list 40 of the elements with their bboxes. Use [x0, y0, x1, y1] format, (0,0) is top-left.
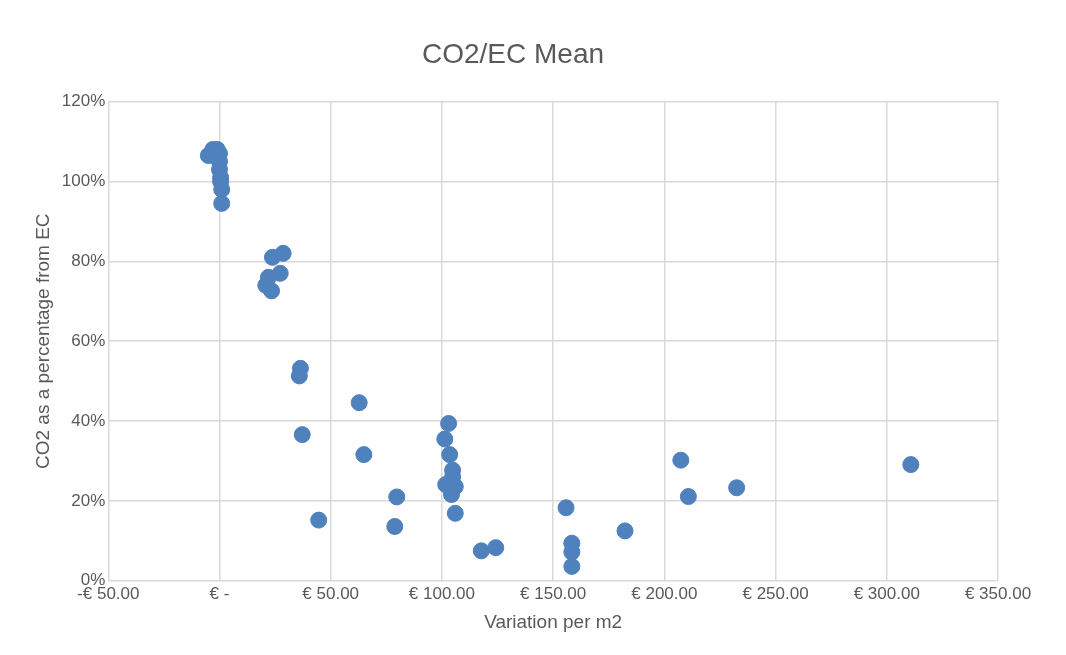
point — [472, 542, 490, 560]
point — [728, 479, 746, 497]
x-tick-label: € 250.00 — [742, 583, 809, 603]
point — [563, 557, 581, 575]
point — [446, 504, 464, 522]
point — [440, 414, 458, 432]
x-tick-label: € 350.00 — [964, 583, 1032, 603]
point — [310, 511, 328, 529]
point — [902, 456, 920, 474]
point — [274, 244, 292, 262]
point — [263, 282, 281, 300]
x-axis-title: Variation per m2 — [484, 610, 623, 632]
y-tick-label: 40% — [71, 410, 106, 430]
y-tick-label: 60% — [71, 330, 106, 350]
y-tick-label: 100% — [61, 171, 106, 191]
point — [616, 522, 634, 540]
y-tick-label: 120% — [61, 91, 106, 111]
y-tick-label: 20% — [71, 490, 106, 510]
point — [388, 488, 406, 506]
point — [350, 394, 368, 412]
chart-title: CO2/EC Mean — [421, 37, 605, 69]
x-tick-label: € 150.00 — [520, 583, 587, 603]
point — [436, 430, 454, 448]
point — [679, 488, 697, 506]
point — [557, 499, 575, 517]
point — [213, 194, 231, 212]
point — [355, 446, 373, 464]
y-axis-title: CO2 as a percentage from EC — [31, 213, 53, 469]
x-tick-label: € 200.00 — [631, 583, 698, 603]
x-tick-label: € - — [209, 583, 230, 603]
point — [672, 451, 690, 469]
point — [271, 264, 289, 282]
point — [441, 446, 459, 464]
x-tick-label: € 300.00 — [853, 583, 920, 603]
point — [386, 517, 404, 535]
y-tick-label: 80% — [71, 251, 106, 271]
point — [487, 539, 505, 557]
point — [293, 426, 311, 444]
x-tick-label: € 50.00 — [302, 583, 360, 603]
x-tick-label: € 100.00 — [408, 583, 476, 603]
